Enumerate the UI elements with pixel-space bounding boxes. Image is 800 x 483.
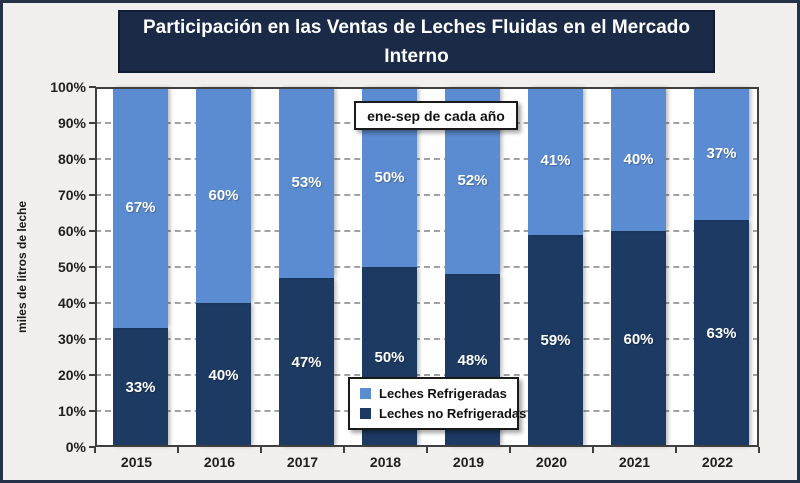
legend-label-no-refrigeradas: Leches no Refrigeradas — [379, 406, 527, 421]
y-tick-label: 0% — [65, 439, 86, 455]
x-tick-label-2017: 2017 — [286, 454, 319, 470]
x-tick-mark — [592, 447, 594, 453]
bar-segment-leches-refrigeradas-2016: 60% — [196, 87, 251, 303]
gridline-70 — [95, 194, 759, 196]
annotation-text: ene-sep de cada año — [367, 107, 505, 124]
y-tick-label: 50% — [57, 259, 86, 275]
y-tick-mark — [89, 86, 96, 88]
bar-data-label: 59% — [540, 332, 571, 350]
bar-data-label: 40% — [208, 366, 239, 384]
x-tick-mark — [343, 447, 345, 453]
bar-segment-leches-no-refrigeradas-2017: 47% — [279, 277, 334, 447]
gridline-50 — [95, 266, 759, 268]
y-tick-label: 20% — [57, 367, 86, 383]
bar-data-label: 60% — [208, 186, 239, 204]
gridline-40 — [95, 302, 759, 304]
gridline-60 — [95, 230, 759, 232]
x-tick-mark — [675, 447, 677, 453]
y-tick-mark — [89, 230, 96, 232]
bar-data-label: 37% — [706, 145, 737, 163]
bar-segment-leches-refrigeradas-2017: 53% — [279, 87, 334, 278]
legend-swatch-no-refrigeradas-icon — [360, 408, 371, 419]
legend-item-no-refrigeradas: Leches no Refrigeradas — [360, 406, 526, 421]
x-tick-label-2020: 2020 — [535, 454, 568, 470]
y-tick-mark — [89, 302, 96, 304]
x-tick-label-2015: 2015 — [120, 454, 153, 470]
bar-data-label: 41% — [540, 152, 571, 170]
x-tick-label-2021: 2021 — [618, 454, 651, 470]
x-tick-label-2016: 2016 — [203, 454, 236, 470]
y-tick-label: 80% — [57, 151, 86, 167]
gridline-80 — [95, 158, 759, 160]
bar-data-label: 63% — [706, 325, 737, 343]
gridline-20 — [95, 374, 759, 376]
bar-segment-leches-no-refrigeradas-2015: 33% — [113, 328, 168, 447]
x-tick-mark — [177, 447, 179, 453]
x-tick-label-2018: 2018 — [369, 454, 402, 470]
bar-data-label: 50% — [374, 168, 405, 186]
bar-data-label: 50% — [374, 348, 405, 366]
x-tick-mark — [509, 447, 511, 453]
x-tick-label-2022: 2022 — [701, 454, 734, 470]
bar-data-label: 40% — [623, 150, 654, 168]
y-tick-label: 70% — [57, 187, 86, 203]
x-tick-mark — [758, 447, 760, 453]
bar-segment-leches-refrigeradas-2015: 67% — [113, 87, 168, 329]
y-tick-label: 90% — [57, 115, 86, 131]
y-tick-mark — [89, 446, 96, 448]
bar-segment-leches-refrigeradas-2022: 37% — [694, 87, 749, 221]
y-tick-label: 30% — [57, 331, 86, 347]
y-tick-label: 40% — [57, 295, 86, 311]
x-tick-mark — [260, 447, 262, 453]
plot-area: 33% 67% 40% 60% 47% 53% 50% 50% 48% 52% 59% 41% 60% 4… — [95, 87, 759, 447]
chart-title: Participación en las Ventas de Leches Fl… — [118, 10, 715, 73]
y-tick-label: 10% — [57, 403, 86, 419]
x-tick-label-2019: 2019 — [452, 454, 485, 470]
bar-segment-leches-no-refrigeradas-2022: 63% — [694, 220, 749, 447]
legend-item-refrigeradas: Leches Refrigeradas — [360, 386, 507, 401]
bar-segment-leches-refrigeradas-2020: 41% — [528, 87, 583, 235]
bar-segment-leches-refrigeradas-2021: 40% — [611, 87, 666, 231]
bar-data-label: 48% — [457, 352, 488, 370]
x-tick-mark — [426, 447, 428, 453]
bar-segment-leches-no-refrigeradas-2021: 60% — [611, 231, 666, 447]
bar-segment-leches-no-refrigeradas-2020: 59% — [528, 234, 583, 447]
gridline-30 — [95, 338, 759, 340]
y-tick-mark — [89, 122, 96, 124]
chart-title-line1: Participación en las Ventas de Leches Fl… — [143, 16, 690, 38]
y-tick-label: 60% — [57, 223, 86, 239]
y-tick-mark — [89, 374, 96, 376]
bar-segment-leches-no-refrigeradas-2016: 40% — [196, 303, 251, 447]
y-tick-label: 100% — [50, 79, 86, 95]
legend-swatch-refrigeradas-icon — [360, 388, 371, 399]
bar-data-label: 53% — [291, 173, 322, 191]
legend-label-refrigeradas: Leches Refrigeradas — [379, 386, 507, 401]
bar-data-label: 47% — [291, 353, 322, 371]
y-tick-mark — [89, 266, 96, 268]
y-tick-mark — [89, 194, 96, 196]
bar-data-label: 60% — [623, 330, 654, 348]
chart-title-line2: Interno — [384, 45, 449, 67]
legend: Leches Refrigeradas Leches no Refrigerad… — [348, 377, 526, 430]
annotation-box: ene-sep de cada año — [354, 101, 518, 130]
bar-data-label: 33% — [125, 379, 156, 397]
y-tick-mark — [89, 410, 96, 412]
x-tick-mark — [94, 447, 96, 453]
y-tick-mark — [89, 158, 96, 160]
bar-data-label: 67% — [125, 199, 156, 217]
bar-data-label: 52% — [457, 172, 488, 190]
y-tick-mark — [89, 338, 96, 340]
